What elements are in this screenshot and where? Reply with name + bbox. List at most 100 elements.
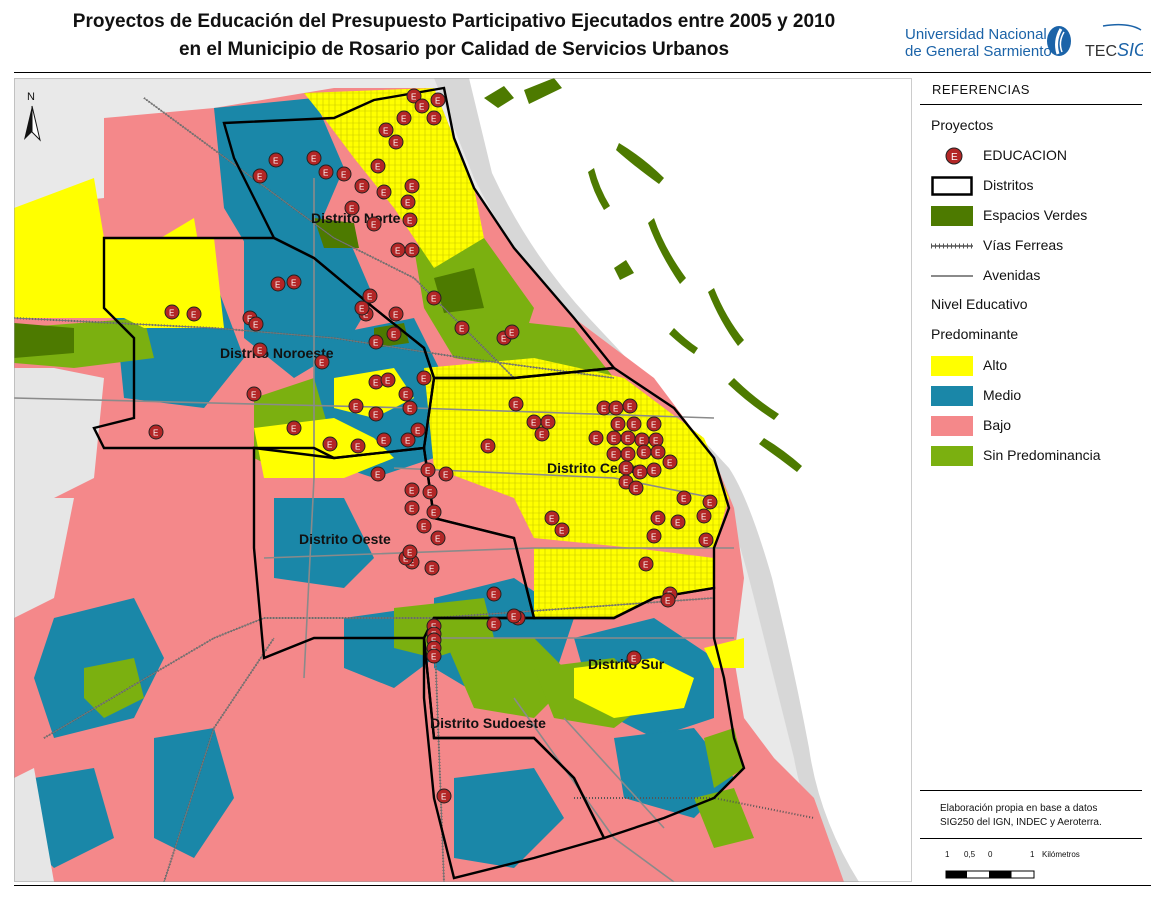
svg-text:E: E	[639, 437, 644, 446]
svg-text:E: E	[319, 359, 324, 368]
rosario-map[interactable]: Distrito Norte Distrito Noroeste Distrit…	[14, 78, 912, 882]
svg-text:E: E	[415, 427, 420, 436]
education-project-marker: E	[402, 212, 418, 228]
legend-label-educacion: EDUCACION	[983, 147, 1068, 163]
svg-text:E: E	[391, 331, 396, 340]
education-project-marker: E	[426, 648, 442, 664]
education-project-marker: E	[348, 398, 364, 414]
svg-text:1: 1	[945, 850, 950, 859]
legend-item-educacion: E EDUCACION	[931, 144, 1141, 168]
education-marker-icon: E	[945, 147, 963, 165]
north-label: N	[27, 91, 35, 103]
svg-text:E: E	[549, 515, 554, 524]
education-project-marker: E	[148, 424, 164, 440]
map-legend: REFERENCIAS Proyectos E EDUCACION Distri…	[920, 78, 1142, 882]
svg-text:E: E	[247, 315, 252, 324]
svg-text:E: E	[353, 403, 358, 412]
svg-text:E: E	[349, 205, 354, 214]
svg-text:E: E	[401, 115, 406, 124]
education-project-marker: E	[286, 420, 302, 436]
map-frame	[14, 78, 912, 882]
svg-text:E: E	[643, 561, 648, 570]
svg-text:E: E	[641, 449, 646, 458]
education-project-marker: E	[376, 432, 392, 448]
education-project-marker: E	[406, 88, 422, 104]
svg-text:E: E	[405, 199, 410, 208]
svg-text:E: E	[375, 471, 380, 480]
legend-label-medio: Medio	[983, 387, 1022, 403]
tecsig-logo-icon: TEC SIG	[1085, 23, 1143, 60]
river-islands-area	[469, 78, 912, 882]
boundary-sudoeste	[422, 637, 606, 880]
education-project-marker: E	[400, 432, 416, 448]
svg-text:E: E	[435, 97, 440, 106]
legend-item-bajo: Bajo	[931, 414, 1141, 438]
legend-section-projects: Proyectos	[931, 117, 994, 133]
svg-text:E: E	[491, 621, 496, 630]
education-project-marker: E	[396, 110, 412, 126]
legend-label-vias-ferreas: Vías Ferreas	[983, 237, 1064, 253]
svg-text:E: E	[623, 465, 628, 474]
education-project-marker: E	[608, 400, 624, 416]
title-line-1: Proyectos de Educación del Presupuesto P…	[72, 11, 836, 32]
svg-text:E: E	[427, 489, 432, 498]
svg-text:E: E	[275, 281, 280, 290]
education-project-marker: E	[422, 484, 438, 500]
university-emblem-icon	[1047, 26, 1071, 56]
education-project-marker: E	[306, 150, 322, 166]
education-project-marker: E	[426, 290, 442, 306]
education-project-marker: E	[588, 430, 604, 446]
svg-text:E: E	[653, 437, 658, 446]
svg-text:E: E	[627, 403, 632, 412]
education-project-marker: E	[186, 306, 202, 322]
svg-text:E: E	[373, 411, 378, 420]
education-project-marker: E	[504, 324, 520, 340]
education-project-marker: E	[610, 416, 626, 432]
railway-swatch-icon	[931, 243, 973, 249]
svg-text:E: E	[383, 127, 388, 136]
svg-text:E: E	[435, 535, 440, 544]
svg-text:E: E	[421, 523, 426, 532]
education-project-marker: E	[410, 422, 426, 438]
svg-text:E: E	[655, 449, 660, 458]
education-project-marker: E	[426, 504, 442, 520]
svg-text:E: E	[637, 469, 642, 478]
svg-text:E: E	[257, 347, 262, 356]
legend-label-distritos: Distritos	[983, 177, 1034, 193]
education-project-marker: E	[402, 544, 418, 560]
education-project-marker: E	[388, 306, 404, 322]
district-boundary-swatch	[931, 176, 973, 196]
svg-text:E: E	[625, 451, 630, 460]
education-project-marker: E	[534, 426, 550, 442]
svg-text:E: E	[633, 485, 638, 494]
svg-text:E: E	[191, 311, 196, 320]
district-labels: Distrito Norte Distrito Noroeste Distrit…	[220, 210, 665, 731]
svg-text:E: E	[291, 425, 296, 434]
education-project-marker: E	[426, 110, 442, 126]
espacios-verdes-swatch	[931, 206, 973, 226]
svg-text:E: E	[511, 613, 516, 622]
education-project-marker: E	[646, 416, 662, 432]
education-project-marker: E	[696, 508, 712, 524]
svg-text:E: E	[601, 405, 606, 414]
education-project-marker: E	[646, 462, 662, 478]
education-project-marker: E	[626, 416, 642, 432]
svg-text:E: E	[707, 499, 712, 508]
svg-text:1: 1	[1030, 850, 1035, 859]
svg-text:E: E	[419, 103, 424, 112]
education-project-marker: E	[480, 438, 496, 454]
credit-line-1: Elaboración propia en base a datos	[940, 803, 1098, 814]
svg-text:E: E	[425, 467, 430, 476]
north-arrow-icon: N	[24, 91, 41, 142]
education-project-marker: E	[366, 216, 382, 232]
bottom-rule	[14, 885, 1151, 886]
bajo-swatch	[931, 416, 973, 436]
district-label-sudoeste: Distrito Sudoeste	[430, 715, 546, 731]
education-project-marker: E	[606, 446, 622, 462]
legend-label-bajo: Bajo	[983, 417, 1012, 433]
svg-text:E: E	[257, 173, 262, 182]
legend-item-vias-ferreas: Vías Ferreas	[931, 234, 1141, 258]
legend-header: REFERENCIAS	[932, 82, 1030, 97]
svg-text:E: E	[625, 435, 630, 444]
education-project-marker: E	[246, 386, 262, 402]
